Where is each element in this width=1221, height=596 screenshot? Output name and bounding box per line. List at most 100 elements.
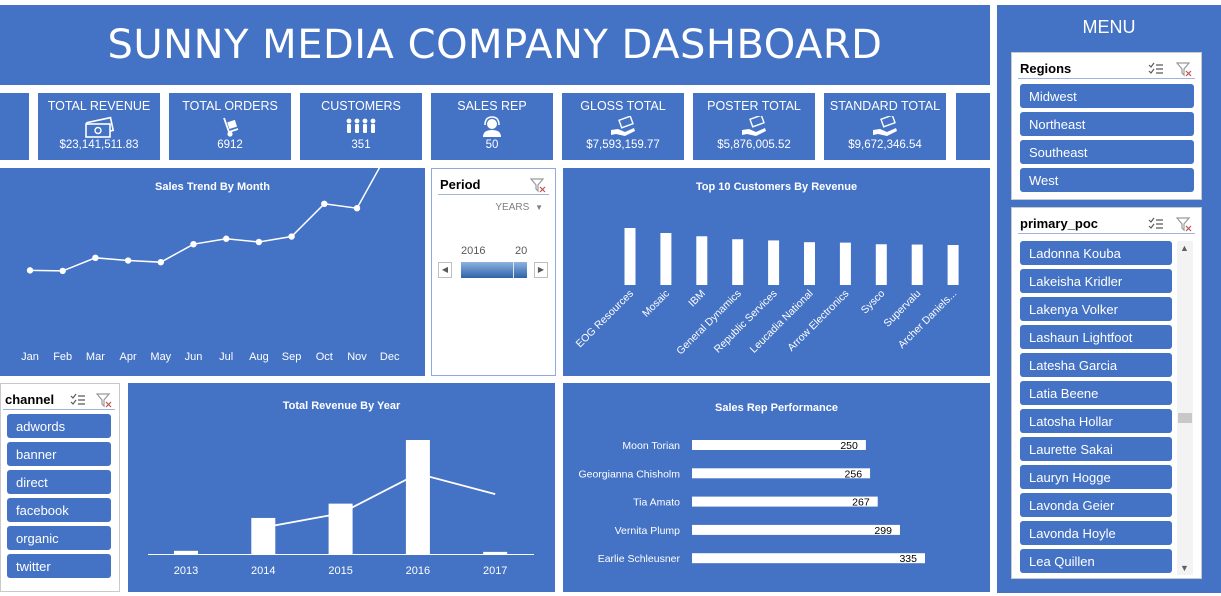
slicer-item[interactable]: Lakenya Volker	[1020, 297, 1172, 321]
timeline-year-label: 2016	[461, 245, 486, 257]
bar	[911, 244, 923, 285]
data-point	[59, 267, 66, 275]
scroll-up-icon[interactable]: ▲	[1180, 243, 1189, 253]
slicer-item[interactable]: Lavonda Hoyle	[1020, 521, 1172, 545]
chart-title: Total Revenue By Year	[282, 400, 401, 412]
menu-title: MENU	[1082, 17, 1136, 37]
slicer-item[interactable]: Northeast	[1020, 112, 1194, 136]
kpi-label: CUSTOMERS	[321, 99, 401, 113]
x-tick-label: General Dynamics	[674, 288, 744, 358]
y-tick-label: Georgianna Chisholm	[578, 468, 680, 480]
bar	[692, 440, 866, 450]
slicer-item[interactable]: Latosha Hollar	[1020, 409, 1172, 433]
slicer-item[interactable]: Lakeisha Kridler	[1020, 269, 1172, 293]
bar	[875, 244, 887, 285]
scroll-right-button[interactable]: ▶	[534, 262, 548, 278]
x-tick-label: Dec	[380, 351, 400, 363]
scrollbar-thumb[interactable]	[1178, 413, 1192, 423]
slicer-header: Regions	[1018, 59, 1195, 79]
bar	[696, 236, 708, 285]
top-customers-panel: Top 10 Customers By Revenue EOG Resource…	[563, 168, 990, 376]
slicer-item[interactable]: twitter	[7, 554, 111, 578]
bar	[483, 551, 508, 554]
multi-select-icon[interactable]	[69, 392, 87, 408]
x-tick-label: EOG Resources	[574, 288, 637, 351]
slicer-item[interactable]: banner	[7, 442, 111, 466]
clear-filter-icon[interactable]	[1175, 61, 1193, 77]
bar	[692, 468, 871, 479]
slicer-item[interactable]: Laurette Sakai	[1020, 437, 1172, 461]
sales-rep-chart: Moon Torian 250 Georgianna Chisholm 256 Tia …	[578, 440, 925, 565]
sales-trend-panel: Sales Trend By Month Jan Feb Mar Apr May Jun J…	[0, 168, 425, 376]
bar	[947, 245, 959, 285]
x-tick-label: Feb	[53, 351, 72, 363]
slicer-item[interactable]: Lauryn Hogge	[1020, 465, 1172, 489]
slicer-item[interactable]: Latia Beene	[1020, 381, 1172, 405]
kpi-label: SALES REP	[457, 99, 527, 113]
multi-select-icon[interactable]	[1147, 216, 1165, 232]
slicer-item[interactable]: Lea Quillen	[1020, 549, 1172, 573]
x-tick-label: Jul	[219, 351, 233, 363]
x-tick-label: 2015	[328, 565, 352, 577]
sales-rep-panel: Sales Rep Performance Moon Torian 250 Geor…	[563, 383, 990, 592]
data-point	[353, 204, 361, 212]
kpi-card-partial	[0, 93, 29, 160]
slicer-item[interactable]: Ladonna Kouba	[1020, 241, 1172, 265]
trend-line	[29, 168, 381, 272]
slicer-item[interactable]: Lashaun Lightfoot	[1020, 325, 1172, 349]
data-point	[26, 267, 34, 274]
clear-filter-icon[interactable]	[1175, 216, 1193, 232]
clear-filter-icon[interactable]	[95, 392, 113, 408]
dashboard-title-bar: SUNNY MEDIA COMPANY DASHBOARD	[0, 5, 990, 85]
kpi-value: $23,141,511.83	[59, 139, 139, 151]
kpi-value: $7,593,159.77	[586, 139, 660, 151]
x-tick-label: 2016	[406, 565, 430, 577]
kpi-value: $9,672,346.54	[848, 139, 922, 151]
hand-money-icon	[873, 116, 897, 136]
slicer-title: Regions	[1020, 61, 1072, 76]
slicer-header: primary_poc	[1018, 214, 1195, 234]
timeline-selection-bar[interactable]	[461, 262, 527, 278]
bar	[768, 240, 780, 285]
scrollbar[interactable]: ▲ ▼	[1177, 241, 1193, 575]
slicer-item[interactable]: direct	[7, 470, 111, 494]
multi-select-icon[interactable]	[1147, 61, 1165, 77]
bar	[839, 242, 851, 285]
x-tick-label: Sep	[282, 351, 302, 363]
regions-slicer: Regions Midwest Northeast Southeast West	[1011, 52, 1202, 200]
time-level-dropdown[interactable]: YEARS ▼	[495, 202, 543, 213]
bar	[804, 242, 815, 285]
support-agent-icon	[483, 116, 501, 137]
slicer-item[interactable]: adwords	[7, 414, 111, 438]
slicer-item[interactable]: facebook	[7, 498, 111, 522]
money-icon	[85, 116, 115, 138]
primary-poc-slicer: primary_poc Ladonna Kouba Lakeisha Kridle…	[1011, 207, 1202, 579]
data-point	[190, 240, 197, 248]
y-tick-label: Earlie Schleusner	[598, 553, 681, 565]
hand-money-icon	[742, 116, 766, 136]
slicer-item[interactable]: West	[1020, 168, 1194, 192]
slicer-item[interactable]: organic	[7, 526, 111, 550]
data-label: 256	[845, 468, 863, 480]
scroll-left-button[interactable]: ◀	[438, 262, 452, 278]
data-point	[255, 238, 263, 246]
slicer-item[interactable]: Lavonda Geier	[1020, 493, 1172, 517]
bar	[692, 524, 900, 535]
kpi-value: 50	[485, 139, 499, 151]
sales-trend-chart: Jan Feb Mar Apr May Jun Jul Aug Sep Oct Nov Dec	[21, 168, 400, 363]
slicer-item[interactable]: Midwest	[1020, 84, 1194, 108]
kpi-label: TOTAL ORDERS	[182, 99, 278, 113]
slicer-item[interactable]: Southeast	[1020, 140, 1194, 164]
bar	[732, 239, 744, 285]
kpi-value: 6912	[217, 139, 243, 151]
bar	[692, 496, 878, 507]
slicer-item[interactable]: Latesha Garcia	[1020, 353, 1172, 377]
scroll-down-icon[interactable]: ▼	[1180, 563, 1189, 573]
data-label: 250	[840, 440, 858, 452]
data-label: 299	[874, 525, 892, 537]
kpi-gloss-total: GLOSS TOTAL $7,593,159.77	[562, 93, 684, 160]
clear-filter-icon[interactable]	[529, 177, 547, 193]
x-tick-label: May	[150, 351, 171, 363]
x-tick-label: 2017	[483, 565, 507, 577]
